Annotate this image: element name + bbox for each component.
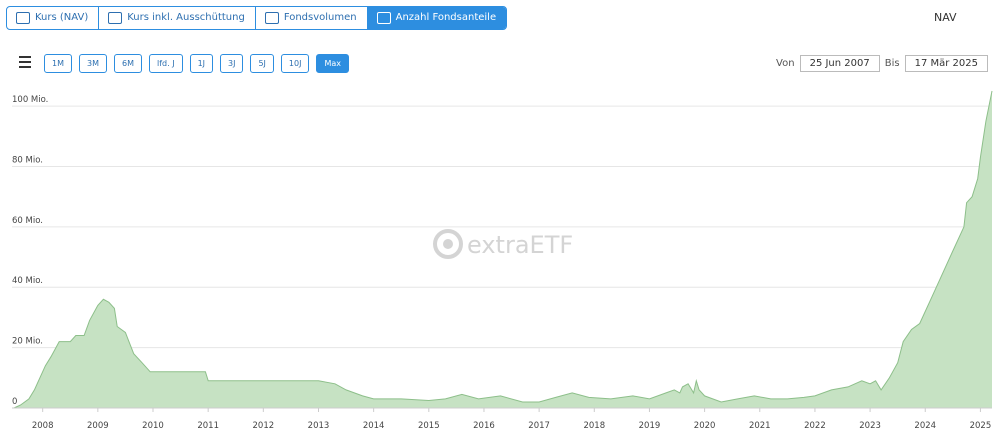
tab[interactable]: Kurs inkl. Ausschüttung bbox=[99, 7, 256, 29]
x-tick-label: 2014 bbox=[363, 421, 385, 431]
y-tick-label: 40 Mio. bbox=[12, 276, 43, 286]
x-tick-label: 2015 bbox=[418, 421, 440, 431]
range-button[interactable]: Max bbox=[316, 54, 350, 73]
range-buttons: 1M 3M 6M lfd. J 1J 3J 5J 10J Max bbox=[44, 54, 350, 73]
tab-bar: Kurs (NAV) Kurs inkl. Ausschüttung Fondsvo… bbox=[6, 6, 508, 30]
date-range: Von 25 Jun 2007 Bis 17 Mär 2025 bbox=[776, 55, 988, 72]
x-tick-label: 2013 bbox=[308, 421, 330, 431]
x-tick-label: 2008 bbox=[32, 421, 54, 431]
x-tick-label: 2022 bbox=[804, 421, 826, 431]
x-tick-label: 2024 bbox=[914, 421, 936, 431]
watermark: extraETF bbox=[467, 231, 573, 259]
nav-selector[interactable]: NAV bbox=[934, 11, 957, 24]
x-tick-label: 2018 bbox=[583, 421, 605, 431]
y-tick-label: 60 Mio. bbox=[12, 216, 43, 226]
watermark-logo bbox=[443, 239, 453, 249]
y-tick-label: 20 Mio. bbox=[12, 337, 43, 347]
tab[interactable]: Fondsvolumen bbox=[256, 7, 368, 29]
range-button[interactable]: 10J bbox=[280, 54, 310, 73]
range-button[interactable]: 5J bbox=[250, 54, 274, 73]
to-label: Bis bbox=[884, 58, 900, 69]
to-date[interactable]: 17 Mär 2025 bbox=[904, 55, 988, 72]
area bbox=[14, 91, 992, 408]
x-tick-label: 2023 bbox=[859, 421, 881, 431]
watermark-logo bbox=[433, 229, 463, 259]
range-button[interactable]: 6M bbox=[114, 54, 142, 73]
range-button[interactable]: 1M bbox=[44, 54, 72, 73]
x-tick-label: 2021 bbox=[749, 421, 771, 431]
x-tick-label: 2020 bbox=[694, 421, 716, 431]
x-tick-label: 2012 bbox=[253, 421, 275, 431]
x-tick-label: 2010 bbox=[142, 421, 164, 431]
x-tick-label: 2025 bbox=[970, 421, 992, 431]
x-tick-label: 2011 bbox=[197, 421, 219, 431]
area-line bbox=[13, 90, 993, 409]
from-date[interactable]: 25 Jun 2007 bbox=[799, 55, 880, 72]
from-label: Von bbox=[776, 58, 795, 69]
range-button[interactable]: 3M bbox=[79, 54, 107, 73]
range-button[interactable]: 3J bbox=[220, 54, 244, 73]
y-tick-label: 0 bbox=[12, 397, 17, 407]
x-tick-label: 2009 bbox=[87, 421, 109, 431]
tab[interactable]: Kurs (NAV) bbox=[7, 7, 100, 29]
menu-icon[interactable] bbox=[19, 56, 31, 68]
y-tick-label: 100 Mio. bbox=[12, 95, 48, 105]
x-tick-label: 2017 bbox=[528, 421, 550, 431]
range-button[interactable]: 1J bbox=[189, 54, 214, 73]
x-tick-label: 2016 bbox=[473, 421, 495, 431]
range-button[interactable]: lfd. J bbox=[149, 54, 183, 73]
y-tick-label: 80 Mio. bbox=[12, 155, 43, 165]
x-tick-label: 2019 bbox=[639, 421, 661, 431]
tab[interactable]: Anzahl Fondsanteile bbox=[367, 7, 507, 29]
